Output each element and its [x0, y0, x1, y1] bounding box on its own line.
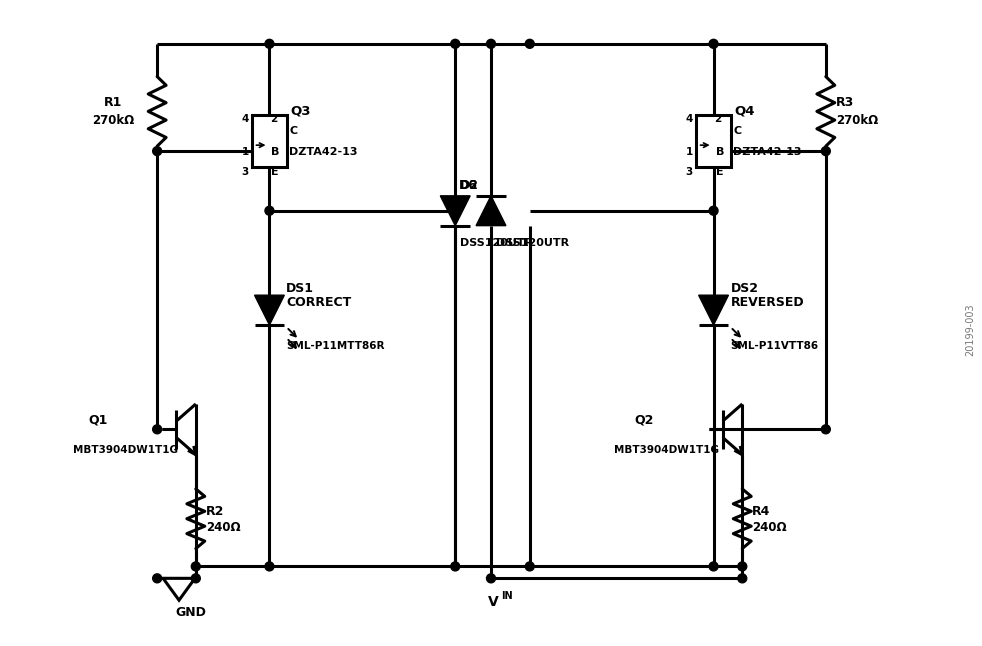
Text: IN: IN [501, 591, 513, 601]
Text: REVERSED: REVERSED [731, 296, 804, 309]
Text: DSS120UTR: DSS120UTR [461, 238, 533, 247]
Text: 240Ω: 240Ω [206, 521, 241, 534]
Text: D2: D2 [461, 180, 479, 193]
Text: 20199-003: 20199-003 [965, 304, 975, 356]
Polygon shape [476, 196, 506, 225]
Text: CORRECT: CORRECT [287, 296, 352, 309]
Text: 1: 1 [242, 147, 248, 157]
Text: E: E [271, 167, 279, 177]
Circle shape [709, 39, 718, 48]
Text: R4: R4 [752, 505, 771, 518]
Text: 4: 4 [242, 114, 248, 124]
Text: Q3: Q3 [291, 105, 310, 118]
Text: 240Ω: 240Ω [752, 521, 787, 534]
Circle shape [737, 562, 746, 571]
Text: 3: 3 [242, 167, 248, 177]
Circle shape [709, 562, 718, 571]
Circle shape [191, 574, 200, 583]
Text: MBT3904DW1T1G: MBT3904DW1T1G [73, 445, 178, 455]
Circle shape [152, 574, 162, 583]
Circle shape [265, 39, 274, 48]
Text: R3: R3 [836, 96, 854, 109]
Text: C: C [290, 126, 298, 136]
Circle shape [265, 206, 274, 215]
Polygon shape [254, 295, 285, 325]
Text: R1: R1 [104, 96, 123, 109]
Text: Q1: Q1 [88, 414, 107, 427]
Circle shape [821, 425, 831, 433]
Circle shape [709, 206, 718, 215]
Circle shape [486, 39, 496, 48]
Text: DZTA42-13: DZTA42-13 [734, 147, 802, 157]
Text: 2: 2 [715, 114, 722, 124]
Circle shape [191, 562, 200, 571]
Circle shape [152, 147, 162, 156]
Text: E: E [716, 167, 723, 177]
Polygon shape [163, 578, 194, 600]
Text: 2: 2 [270, 114, 278, 124]
Circle shape [525, 562, 534, 571]
Text: 270kΩ: 270kΩ [92, 114, 135, 127]
Text: 270kΩ: 270kΩ [836, 114, 878, 127]
Circle shape [737, 574, 746, 583]
Text: C: C [734, 126, 741, 136]
Bar [251, 116, 288, 167]
Text: MBT3904DW1T1G: MBT3904DW1T1G [614, 445, 719, 455]
Text: B: B [271, 147, 280, 157]
Text: SML-P11MTT86R: SML-P11MTT86R [287, 341, 385, 351]
Circle shape [451, 39, 460, 48]
Text: SML-P11VTT86: SML-P11VTT86 [731, 341, 819, 351]
Text: B: B [716, 147, 724, 157]
Circle shape [265, 562, 274, 571]
Polygon shape [698, 295, 729, 325]
Text: DSS120UTR: DSS120UTR [496, 238, 570, 247]
Circle shape [486, 574, 496, 583]
Text: 4: 4 [685, 114, 692, 124]
Text: D6: D6 [460, 180, 478, 193]
Text: DS2: DS2 [731, 282, 758, 295]
Text: DS1: DS1 [287, 282, 314, 295]
Circle shape [451, 562, 460, 571]
Text: GND: GND [175, 605, 206, 619]
Text: V: V [488, 595, 499, 609]
Bar [695, 116, 732, 167]
Text: Q4: Q4 [735, 105, 755, 118]
Text: 1: 1 [685, 147, 692, 157]
Circle shape [525, 39, 534, 48]
Text: DZTA42-13: DZTA42-13 [290, 147, 357, 157]
Text: 3: 3 [685, 167, 692, 177]
Circle shape [152, 425, 162, 433]
Text: R2: R2 [206, 505, 224, 518]
Text: Q2: Q2 [634, 414, 654, 427]
Circle shape [821, 147, 831, 156]
Polygon shape [440, 196, 470, 225]
